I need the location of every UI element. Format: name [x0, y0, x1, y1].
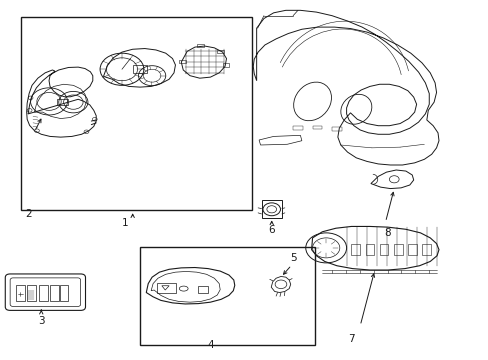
- Bar: [39, 285, 47, 301]
- Bar: [421, 244, 430, 255]
- Bar: [27, 285, 36, 301]
- Text: 8: 8: [384, 228, 390, 238]
- Text: 2: 2: [25, 209, 31, 219]
- Text: 5: 5: [289, 253, 296, 263]
- Bar: [140, 247, 314, 345]
- Bar: [292, 126, 302, 130]
- Bar: [331, 127, 341, 131]
- Bar: [57, 99, 68, 105]
- Bar: [179, 60, 186, 63]
- Bar: [132, 65, 147, 73]
- Text: 3: 3: [38, 316, 44, 326]
- Bar: [407, 244, 416, 255]
- Bar: [216, 50, 223, 53]
- Text: 7: 7: [347, 334, 354, 344]
- Bar: [21, 18, 251, 210]
- Text: 1: 1: [122, 217, 128, 228]
- Bar: [312, 126, 322, 129]
- Bar: [198, 286, 207, 293]
- Bar: [157, 283, 176, 293]
- Text: 4: 4: [207, 340, 213, 350]
- Bar: [393, 244, 402, 255]
- Bar: [197, 44, 203, 47]
- Bar: [379, 244, 387, 255]
- Bar: [351, 244, 360, 255]
- Bar: [365, 244, 373, 255]
- Bar: [60, 285, 67, 301]
- Bar: [222, 63, 229, 67]
- Bar: [50, 285, 59, 301]
- Bar: [261, 201, 282, 217]
- Text: 6: 6: [267, 225, 274, 235]
- Bar: [16, 285, 25, 301]
